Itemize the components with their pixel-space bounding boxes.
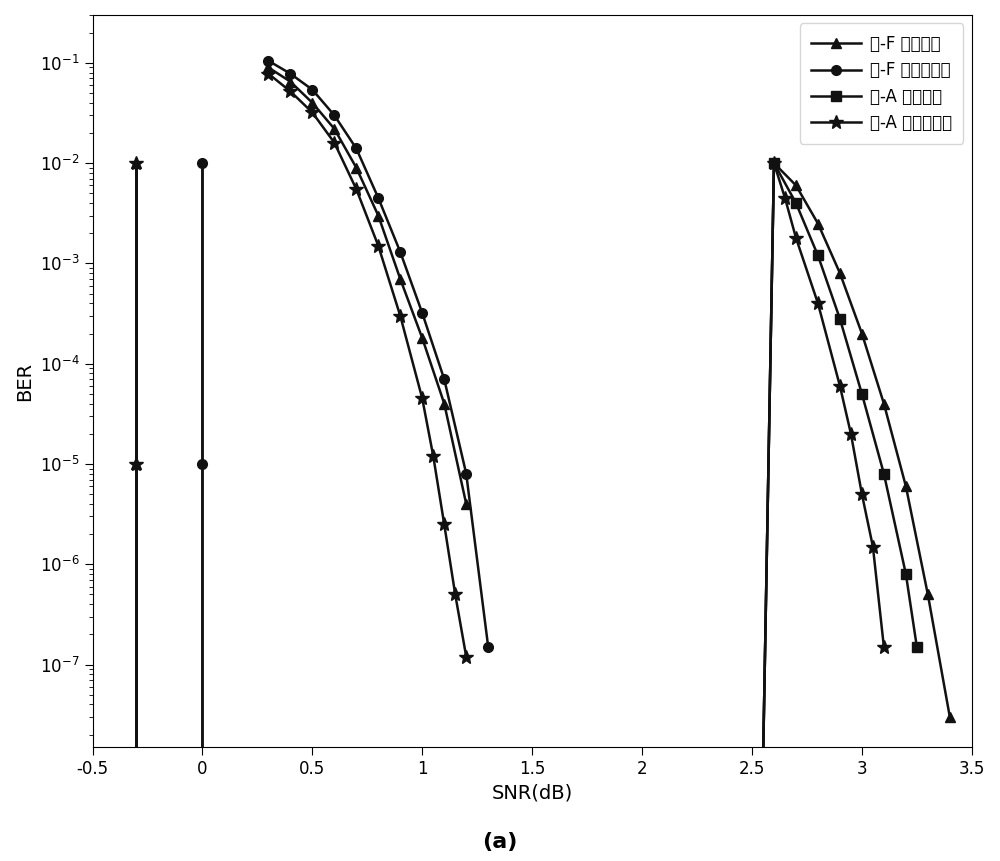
码-A （目的端） bbox=[812, 298, 824, 308]
码-F （中继） bbox=[262, 62, 274, 72]
码-F （中继） bbox=[372, 210, 384, 220]
码-F （中继） bbox=[416, 333, 428, 344]
码-F （中继） bbox=[900, 481, 912, 492]
码-F （中继） bbox=[757, 759, 769, 770]
码-A （中继） bbox=[768, 158, 780, 168]
码-A （目的端） bbox=[878, 641, 890, 652]
Line: 码-A （目的端）: 码-A （目的端） bbox=[130, 66, 891, 771]
码-F （目的端） bbox=[460, 468, 472, 479]
码-A （中继） bbox=[911, 641, 923, 652]
码-F （中继） bbox=[790, 180, 802, 190]
码-A （目的端） bbox=[284, 86, 296, 96]
码-A （中继） bbox=[878, 468, 890, 479]
码-A （目的端） bbox=[130, 759, 142, 770]
Line: 码-F （中继）: 码-F （中继） bbox=[132, 63, 955, 770]
码-F （中继） bbox=[768, 158, 780, 168]
Text: (a): (a) bbox=[482, 832, 518, 852]
码-F （目的端） bbox=[372, 193, 384, 203]
码-A （目的端） bbox=[306, 108, 318, 118]
码-A （目的端） bbox=[834, 381, 846, 391]
码-F （中继） bbox=[394, 274, 406, 284]
码-A （目的端） bbox=[130, 158, 142, 168]
码-F （目的端） bbox=[306, 84, 318, 95]
码-F （目的端） bbox=[262, 56, 274, 66]
码-F （目的端） bbox=[284, 69, 296, 79]
码-F （中继） bbox=[130, 158, 142, 168]
Line: 码-A （中继）: 码-A （中继） bbox=[758, 158, 922, 770]
码-F （目的端） bbox=[438, 374, 450, 384]
X-axis label: SNR(dB): SNR(dB) bbox=[492, 784, 573, 803]
码-A （目的端） bbox=[790, 232, 802, 243]
码-A （目的端） bbox=[416, 393, 428, 404]
码-F （中继） bbox=[878, 399, 890, 409]
码-F （中继） bbox=[812, 219, 824, 229]
码-F （中继） bbox=[350, 163, 362, 173]
Line: 码-F （目的端）: 码-F （目的端） bbox=[198, 56, 493, 770]
码-A （中继） bbox=[757, 759, 769, 770]
码-A （目的端） bbox=[779, 193, 791, 203]
码-F （目的端） bbox=[350, 143, 362, 153]
码-F （中继） bbox=[306, 97, 318, 108]
码-F （中继） bbox=[438, 399, 450, 409]
码-A （目的端） bbox=[427, 451, 439, 461]
码-F （中继） bbox=[328, 124, 340, 134]
码-A （目的端） bbox=[856, 489, 868, 499]
码-A （目的端） bbox=[757, 759, 769, 770]
码-A （中继） bbox=[856, 388, 868, 399]
码-A （目的端） bbox=[394, 311, 406, 321]
码-F （中继） bbox=[834, 268, 846, 278]
码-A （中继） bbox=[790, 198, 802, 208]
码-F （目的端） bbox=[394, 247, 406, 257]
码-F （目的端） bbox=[328, 110, 340, 121]
码-F （目的端） bbox=[196, 158, 208, 168]
码-A （目的端） bbox=[460, 652, 472, 662]
码-A （目的端） bbox=[438, 519, 450, 530]
码-F （中继） bbox=[922, 589, 934, 599]
码-F （中继） bbox=[130, 759, 142, 770]
码-F （目的端） bbox=[196, 759, 208, 770]
码-A （目的端） bbox=[867, 542, 879, 552]
Legend: 码-F （中继）, 码-F （目的端）, 码-A （中继）, 码-A （目的端）: 码-F （中继）, 码-F （目的端）, 码-A （中继）, 码-A （目的端） bbox=[800, 23, 963, 144]
码-F （中继） bbox=[944, 712, 956, 722]
码-A （中继） bbox=[900, 569, 912, 579]
码-F （中继） bbox=[856, 328, 868, 338]
码-F （目的端） bbox=[482, 641, 494, 652]
码-A （目的端） bbox=[350, 184, 362, 195]
码-A （目的端） bbox=[328, 138, 340, 148]
码-A （目的端） bbox=[845, 429, 857, 439]
码-A （目的端） bbox=[768, 158, 780, 168]
码-F （目的端） bbox=[416, 308, 428, 319]
码-F （中继） bbox=[460, 499, 472, 509]
码-F （中继） bbox=[284, 77, 296, 87]
码-A （目的端） bbox=[262, 69, 274, 79]
码-A （中继） bbox=[812, 251, 824, 261]
Y-axis label: BER: BER bbox=[15, 362, 34, 400]
码-A （中继） bbox=[834, 313, 846, 324]
码-A （目的端） bbox=[449, 589, 461, 599]
码-A （目的端） bbox=[372, 240, 384, 251]
